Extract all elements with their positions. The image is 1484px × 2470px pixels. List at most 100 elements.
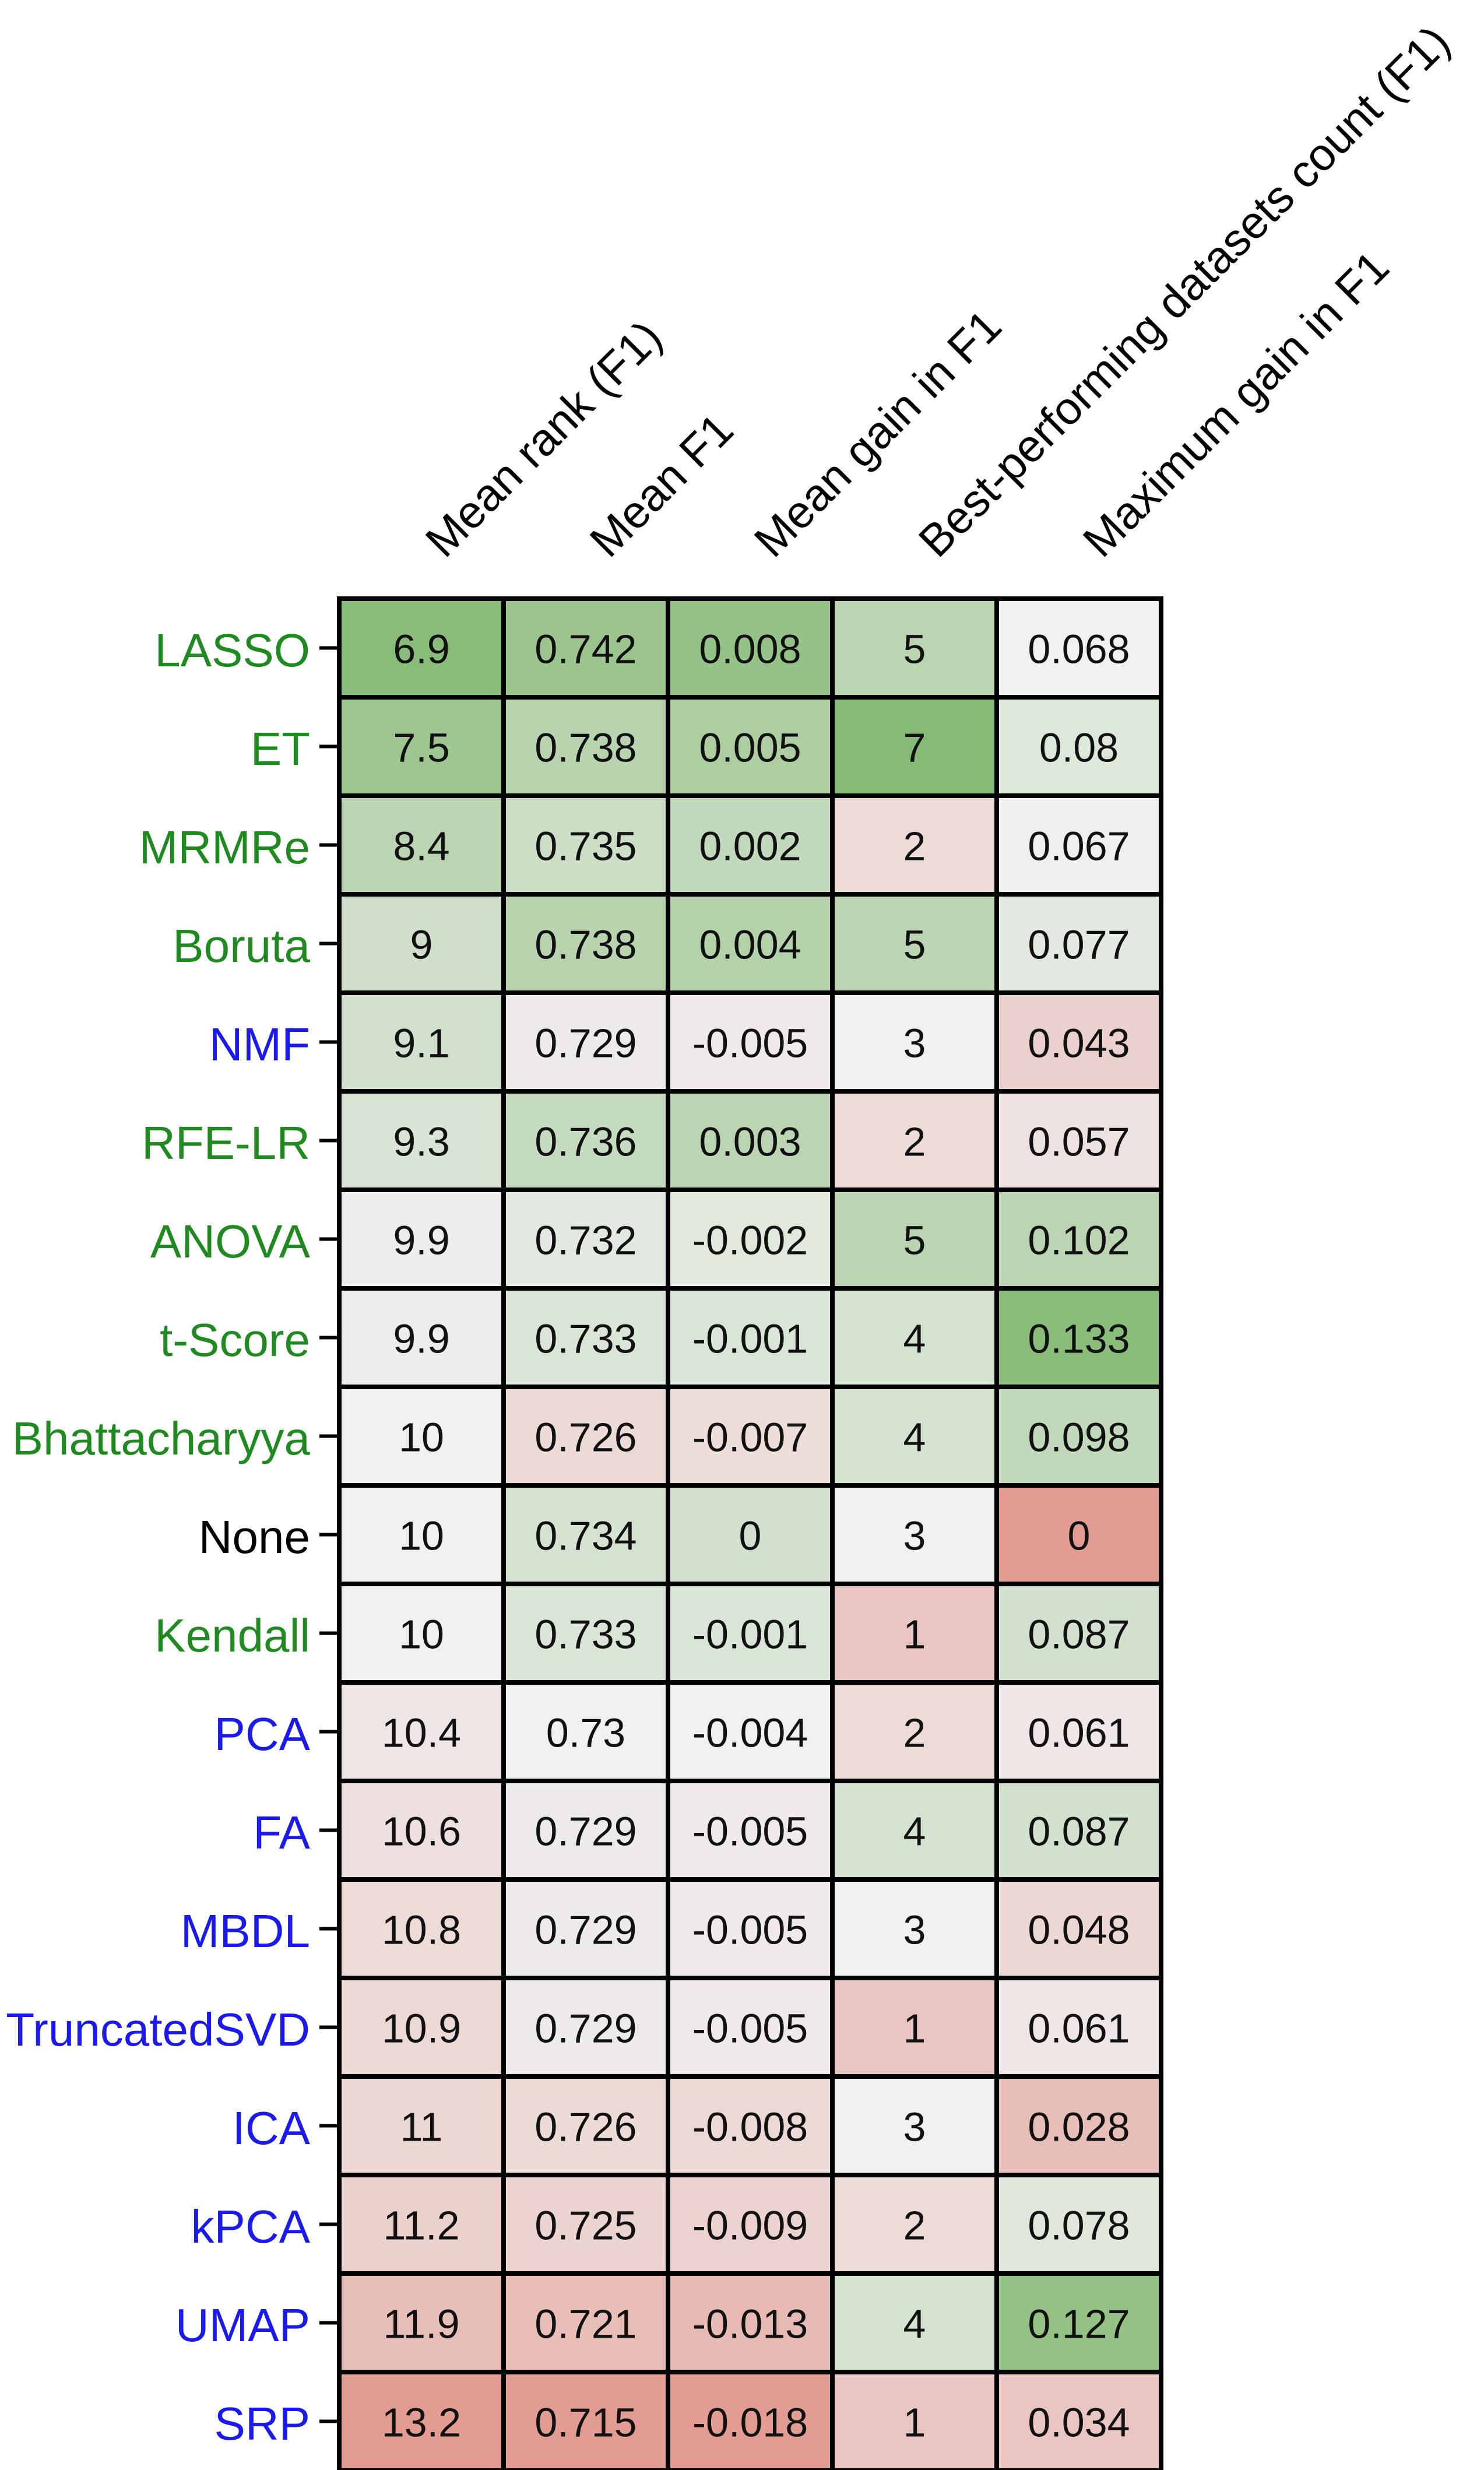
row-label-fa: FA <box>253 1807 310 1858</box>
cell-value: 10.4 <box>382 1710 461 1756</box>
row-label-et: ET <box>251 723 310 775</box>
cell-value: 7.5 <box>393 725 449 771</box>
row-label-boruta: Boruta <box>173 920 310 972</box>
cell-value: 0.734 <box>534 1513 636 1559</box>
cell-value: 0.002 <box>699 824 801 869</box>
cell-value: -0.018 <box>692 2400 808 2446</box>
heatmap-cell <box>666 1779 835 1882</box>
cell-value: 0.732 <box>534 1218 636 1263</box>
cell-value: 0.127 <box>1028 2302 1130 2347</box>
cell-value: 0.067 <box>1028 824 1130 869</box>
cell-value: 2 <box>903 2203 926 2248</box>
cell-value: 9.1 <box>393 1021 449 1066</box>
cell-value: -0.004 <box>692 1710 808 1756</box>
cell-value: -0.007 <box>692 1415 808 1460</box>
cell-value: -0.001 <box>692 1316 808 1362</box>
cell-value: 1 <box>903 2400 926 2446</box>
heatmap-cell <box>501 2271 670 2374</box>
cell-value: 0.048 <box>1028 1907 1130 1953</box>
cell-value: 0.061 <box>1028 2006 1130 2051</box>
heatmap-cell <box>666 1680 835 1783</box>
cell-value: -0.005 <box>692 2006 808 2051</box>
cell-value: 11 <box>400 2104 443 2150</box>
heatmap-cell <box>994 2074 1163 2177</box>
cell-value: -0.005 <box>692 1809 808 1854</box>
cell-value: 11.9 <box>383 2302 459 2347</box>
heatmap-cell <box>830 1877 999 1980</box>
cell-value: 9.9 <box>393 1316 449 1362</box>
cell-value: 0.098 <box>1028 1415 1130 1460</box>
cell-value: 4 <box>903 1415 926 1460</box>
cell-value: 3 <box>903 2104 926 2150</box>
row-labels: LASSO ET MRMRe Boruta NMF RFE-LR ANOVA t-Score B… <box>6 624 339 2450</box>
cell-value: 9.3 <box>393 1119 449 1165</box>
heatmap-cell <box>501 990 670 1094</box>
cell-value: 0.729 <box>534 2006 636 2051</box>
cell-value: -0.009 <box>692 2203 808 2248</box>
heatmap-cell <box>501 1187 670 1291</box>
heatmap-cell <box>501 892 670 995</box>
cell-value: 0.738 <box>534 725 636 771</box>
heatmap-cell <box>666 892 835 995</box>
cell-value: 0.078 <box>1028 2203 1130 2248</box>
cell-value: 3 <box>903 1021 926 1066</box>
heatmap-cell <box>501 2370 670 2470</box>
cell-value: 0.735 <box>534 824 636 869</box>
cell-value: 4 <box>903 1809 926 1854</box>
cell-value: 0.087 <box>1028 1612 1130 1657</box>
cell-value: 2 <box>903 1710 926 1756</box>
cell-value: 10 <box>399 1415 444 1460</box>
cell-value: 4 <box>903 2302 926 2347</box>
cell-value: 0.733 <box>534 1612 636 1657</box>
heatmap-cell <box>830 1779 999 1882</box>
cell-value: 6.9 <box>393 627 449 672</box>
row-label-truncatedsvd: TruncatedSVD <box>6 2004 310 2056</box>
heatmap-cell <box>994 1779 1163 1882</box>
cell-value: 11.2 <box>383 2203 459 2248</box>
cell-value: 3 <box>903 1907 926 1953</box>
cell-value: 10 <box>399 1612 444 1657</box>
cell-value: 0.721 <box>534 2302 636 2347</box>
cell-value: 0.068 <box>1028 627 1130 672</box>
row-label-nmf: NMF <box>209 1018 310 1070</box>
cell-value: 2 <box>903 824 926 869</box>
heatmap-cell <box>501 1483 670 1586</box>
cell-value: 0.715 <box>534 2400 636 2446</box>
cell-value: -0.005 <box>692 1907 808 1953</box>
row-label-bhattacharyya: Bhattacharyya <box>12 1413 311 1464</box>
cell-value: 0.043 <box>1028 1021 1130 1066</box>
heatmap-cell <box>337 1483 506 1586</box>
cell-value: 0.102 <box>1028 1218 1130 1263</box>
row-label-lasso: LASSO <box>154 624 310 676</box>
heatmap-cell <box>666 1976 835 2079</box>
heatmap-cell <box>666 793 835 897</box>
row-label-pca: PCA <box>214 1708 311 1760</box>
heatmap-cell <box>830 1187 999 1291</box>
cell-value: 8.4 <box>393 824 449 869</box>
cell-value: 0.133 <box>1028 1316 1130 1362</box>
cell-value: 0.729 <box>534 1809 636 1854</box>
heatmap-cell <box>666 1187 835 1291</box>
cell-value: 0.077 <box>1028 922 1130 968</box>
cell-value: 0.726 <box>534 1415 636 1460</box>
cell-value: 0.08 <box>1039 725 1119 771</box>
cell-value: -0.013 <box>692 2302 808 2347</box>
cell-value: 4 <box>903 1316 926 1362</box>
cell-value: -0.005 <box>692 1021 808 1066</box>
cell-value: 10 <box>399 1513 444 1559</box>
row-label-srp: SRP <box>214 2398 311 2450</box>
cell-value: 0.742 <box>534 627 636 672</box>
cell-value: 7 <box>903 725 926 771</box>
cell-value: 0.73 <box>546 1710 625 1756</box>
cell-value: 0.738 <box>534 922 636 968</box>
row-label-rfe-lr: RFE-LR <box>142 1117 310 1169</box>
cell-value: -0.002 <box>692 1218 808 1263</box>
cell-value: -0.008 <box>692 2104 808 2150</box>
heatmap-cell <box>830 695 999 798</box>
heatmap-cell <box>830 2173 999 2276</box>
cell-value: 0.736 <box>534 1119 636 1165</box>
cell-value: -0.001 <box>692 1612 808 1657</box>
cell-value: 5 <box>903 627 926 672</box>
row-label-kpca: kPCA <box>191 2201 311 2253</box>
